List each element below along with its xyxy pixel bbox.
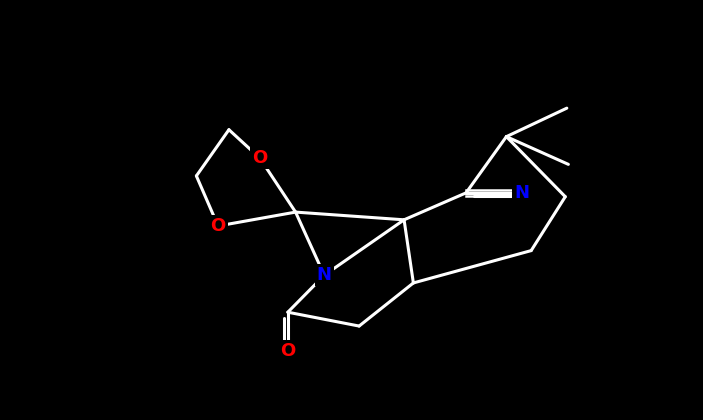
- Text: O: O: [210, 217, 226, 235]
- Text: O: O: [280, 342, 295, 360]
- Text: N: N: [515, 184, 529, 202]
- Text: N: N: [317, 266, 332, 284]
- Text: O: O: [252, 149, 268, 167]
